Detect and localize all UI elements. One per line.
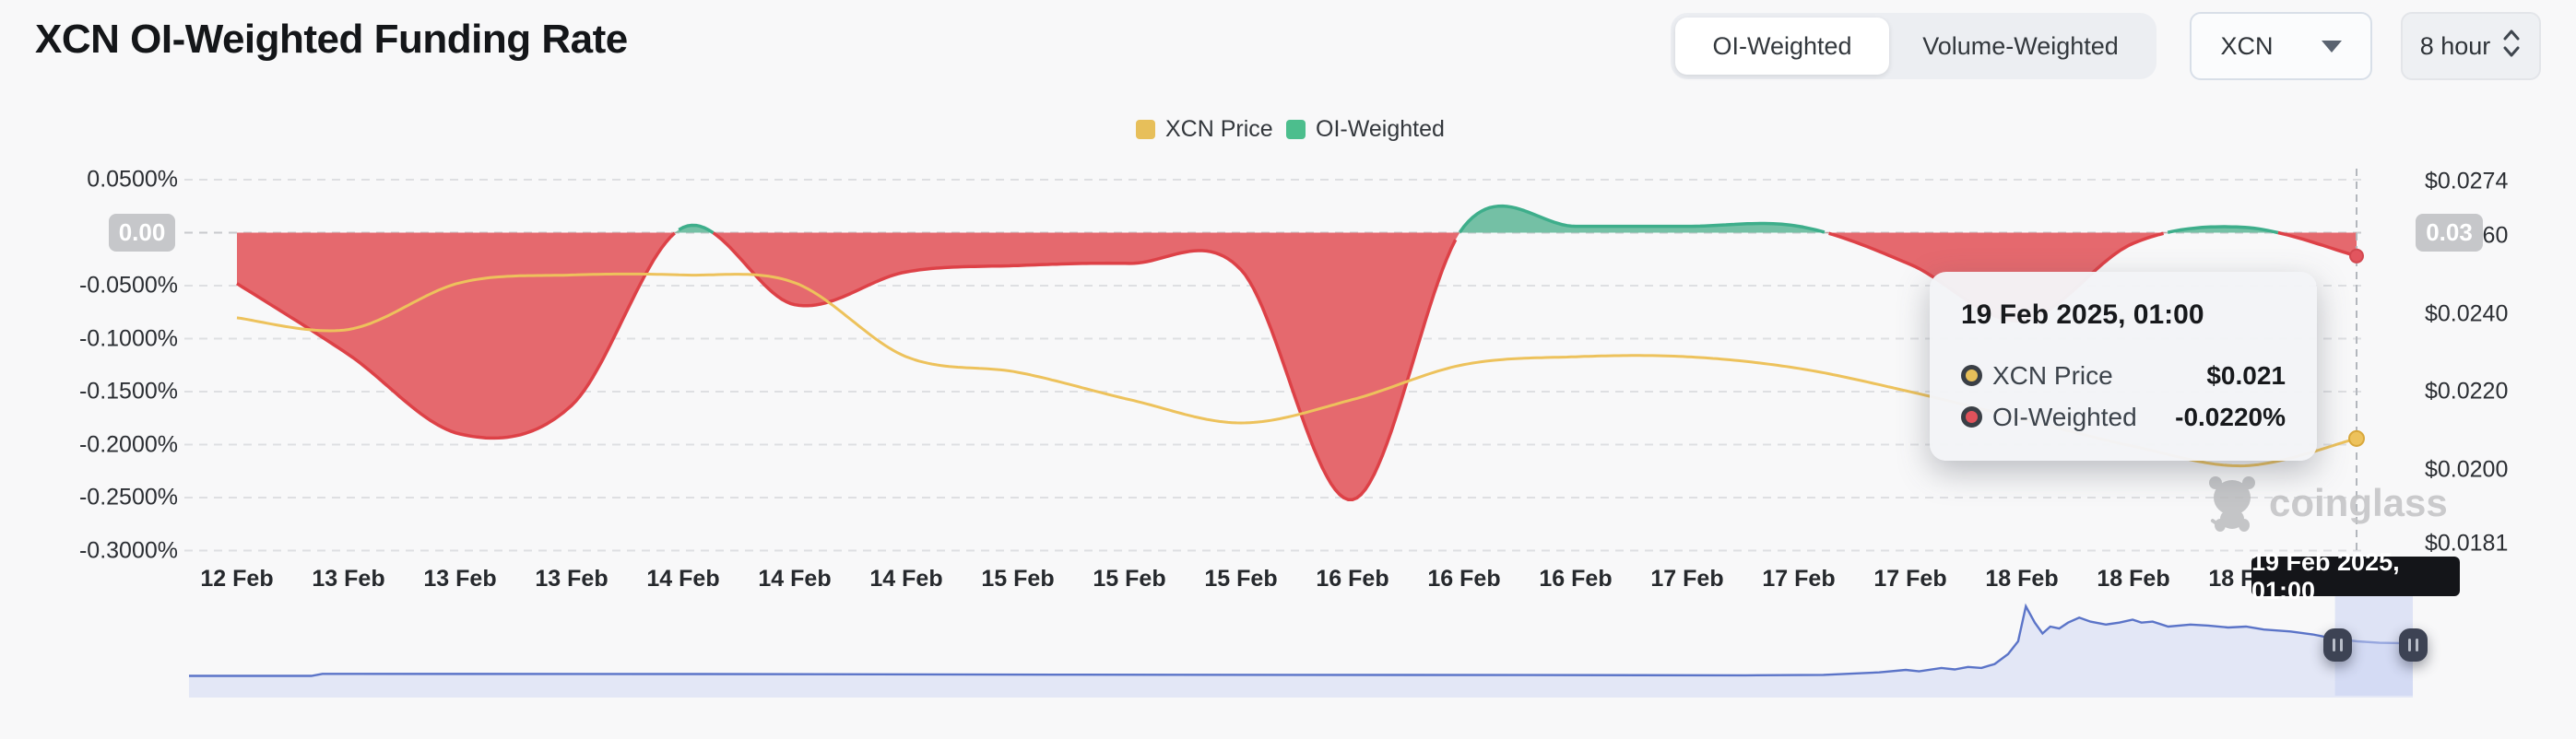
price-line-badge: 0.03	[2416, 214, 2483, 252]
interval-select[interactable]: 8 hour	[2401, 12, 2541, 80]
x-axis-tick-label: 16 Feb	[1316, 566, 1389, 592]
watermark-text: coinglass	[2269, 481, 2448, 524]
legend-item-xcn-price[interactable]: XCN Price	[1136, 116, 1273, 143]
chevron-down-icon	[2321, 40, 2342, 53]
navigator-line	[189, 603, 2414, 677]
legend-item-oi-weighted[interactable]: OI-Weighted	[1286, 116, 1445, 143]
x-axis-tick-label: 15 Feb	[981, 566, 1055, 592]
x-axis-tick-label: 14 Feb	[869, 566, 943, 592]
coinglass-watermark: coinglass	[2208, 474, 2448, 533]
tooltip-row-funding: OI-Weighted -0.0220%	[1961, 396, 2286, 438]
x-axis-tick-label: 16 Feb	[1539, 566, 1613, 592]
x-axis-tick-label: 17 Feb	[1650, 566, 1724, 592]
tooltip-row-price: XCN Price $0.021	[1961, 355, 2286, 396]
x-axis-tick-label: 17 Feb	[1873, 566, 1947, 592]
x-axis-tick-label: 18 Feb	[1985, 566, 2059, 592]
funding-point-dot	[2349, 248, 2364, 264]
tab-volume-weighted[interactable]: Volume-Weighted	[1922, 31, 2119, 60]
price-marker-icon	[1961, 365, 1982, 386]
y-axis-tick-label: 0.0500%	[87, 166, 178, 193]
x-axis-tick-label: 13 Feb	[535, 566, 609, 592]
xcn-price-swatch-icon	[1136, 120, 1155, 139]
y-axis-tick-label: -0.3000%	[78, 537, 178, 563]
x-axis-tick-label: 15 Feb	[1093, 566, 1166, 592]
funding-marker-icon	[1961, 406, 1982, 428]
symbol-select-value: XCN	[2220, 31, 2274, 60]
x-axis-tick-label: 16 Feb	[1427, 566, 1501, 592]
coinglass-logo-icon	[2209, 476, 2255, 532]
x-axis-tick-label: 15 Feb	[1204, 566, 1278, 592]
navigator-area	[189, 606, 2413, 698]
y-axis-tick-label: -0.0500%	[78, 272, 178, 299]
legend-label: OI-Weighted	[1316, 116, 1445, 142]
navigator-right-handle[interactable]	[2399, 628, 2428, 662]
y-axis-tick-label: -0.1000%	[78, 325, 178, 351]
symbol-select[interactable]: XCN	[2190, 12, 2372, 80]
funding-negative-area	[237, 232, 2357, 500]
funding-positive-line	[678, 204, 2279, 235]
x-axis-tick-label: 13 Feb	[423, 566, 497, 592]
y-axis-tick-label: -0.1500%	[78, 378, 178, 405]
zero-line-badge: 0.00	[109, 214, 175, 252]
page-title: XCN OI-Weighted Funding Rate	[35, 17, 628, 62]
tab-oi-weighted[interactable]: OI-Weighted	[1675, 18, 1889, 75]
x-axis-tick-label: 14 Feb	[758, 566, 832, 592]
funding-positive-area	[237, 205, 2357, 233]
y-axis-tick-label: $0.0240	[2425, 300, 2509, 327]
interval-select-value: 8 hour	[2419, 31, 2491, 60]
weighting-tabs: OI-Weighted Volume-Weighted	[1671, 13, 2157, 79]
chevron-up-down-icon	[2501, 28, 2522, 65]
crosshair-date-label: 19 Feb 2025, 01:00	[2251, 548, 2460, 604]
y-axis-tick-label: -0.2500%	[78, 484, 178, 510]
x-axis-tick-label: 17 Feb	[1762, 566, 1836, 592]
y-axis-tick-label: $0.0274	[2425, 168, 2509, 194]
x-axis-tick-label: 13 Feb	[312, 566, 385, 592]
funding-negative-line	[236, 230, 2357, 502]
x-axis-tick-label: 12 Feb	[200, 566, 274, 592]
chart-tooltip: 19 Feb 2025, 01:00 XCN Price $0.021 OI-W…	[1930, 272, 2317, 461]
price-point-dot	[2348, 429, 2365, 447]
legend-label: XCN Price	[1165, 116, 1273, 142]
y-axis-tick-label: $0.0181	[2425, 530, 2509, 557]
y-axis-tick-label: -0.2000%	[78, 431, 178, 457]
x-axis-tick-label: 18 Feb	[2097, 566, 2170, 592]
y-axis-tick-label: $0.0220	[2425, 378, 2509, 405]
y-axis-tick-label: $0.0200	[2425, 456, 2509, 483]
oi-weighted-swatch-icon	[1286, 120, 1306, 139]
tooltip-title: 19 Feb 2025, 01:00	[1961, 299, 2204, 330]
navigator-left-handle[interactable]	[2323, 628, 2352, 662]
x-axis-tick-label: 14 Feb	[646, 566, 720, 592]
